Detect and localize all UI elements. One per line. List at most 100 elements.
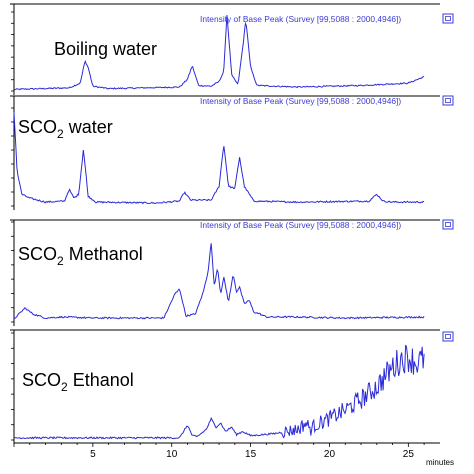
- data-point: [195, 313, 196, 314]
- data-point: [253, 201, 254, 202]
- data-point: [329, 418, 330, 419]
- data-point: [45, 317, 46, 318]
- data-point: [179, 86, 180, 87]
- panel-3: Intensity of Base Peak (Survey [99,5088 …: [10, 219, 454, 326]
- panel-label-main: SCO: [18, 117, 57, 137]
- panel-label-tail: water: [64, 117, 113, 137]
- data-point: [408, 83, 409, 84]
- data-point: [233, 273, 234, 274]
- data-point: [13, 437, 14, 438]
- trace-line: [13, 344, 425, 440]
- panel-label-main: SCO: [22, 370, 61, 390]
- x-axis-unit: minutes: [426, 458, 454, 467]
- panel-2: Intensity of Base Peak (Survey [99,5088 …: [10, 95, 454, 210]
- data-point: [239, 156, 240, 157]
- data-point: [253, 311, 254, 312]
- data-point: [226, 13, 227, 14]
- data-point: [266, 316, 267, 317]
- data-point: [424, 316, 425, 317]
- data-point: [187, 79, 188, 80]
- panel-label-main: Boiling water: [54, 39, 157, 59]
- data-point: [297, 316, 298, 317]
- data-point: [239, 286, 240, 287]
- data-point: [408, 356, 409, 357]
- data-point: [95, 202, 96, 203]
- panel-label-tail: Methanol: [64, 244, 143, 264]
- data-point: [219, 186, 220, 187]
- panel-header: Intensity of Base Peak (Survey [99,5088 …: [200, 14, 401, 24]
- panel-4: SCO2 Ethanol: [10, 329, 454, 444]
- data-point: [248, 299, 249, 300]
- data-point: [88, 67, 89, 68]
- data-point: [192, 65, 193, 66]
- data-point: [185, 315, 186, 316]
- data-point: [400, 359, 401, 360]
- data-point: [190, 200, 191, 201]
- data-point: [13, 112, 14, 113]
- data-point: [223, 144, 224, 145]
- panel-label: Boiling water: [54, 39, 157, 59]
- trace-line: [13, 112, 425, 205]
- data-point: [223, 71, 224, 72]
- data-point: [260, 313, 261, 314]
- data-point: [236, 291, 237, 292]
- data-point: [360, 399, 361, 400]
- data-point: [220, 293, 221, 294]
- data-point: [244, 303, 245, 304]
- data-point: [424, 76, 425, 77]
- data-point: [155, 203, 156, 204]
- panel-header: Intensity of Base Peak (Survey [99,5088 …: [200, 220, 401, 230]
- data-point: [13, 89, 14, 90]
- trace-line: [13, 15, 425, 91]
- data-point: [237, 84, 238, 85]
- data-point: [274, 433, 275, 434]
- expand-icon[interactable]: [442, 331, 454, 342]
- data-point: [250, 435, 251, 436]
- expand-icon[interactable]: [442, 95, 454, 106]
- data-point: [179, 288, 180, 289]
- data-point: [198, 85, 199, 86]
- x-tick-label: 10: [166, 449, 178, 460]
- x-tick-label: 25: [403, 449, 415, 460]
- data-point: [242, 47, 243, 48]
- data-point: [424, 202, 425, 203]
- panel-label: SCO2 water: [18, 117, 113, 141]
- data-point: [392, 202, 393, 203]
- data-point: [179, 201, 180, 202]
- expand-icon[interactable]: [442, 13, 454, 24]
- data-point: [179, 437, 180, 438]
- panel-label-main: SCO: [18, 244, 57, 264]
- data-point: [17, 171, 18, 172]
- data-point: [392, 367, 393, 368]
- data-point: [203, 291, 204, 292]
- data-point: [368, 201, 369, 202]
- data-point: [84, 60, 85, 61]
- data-point: [217, 266, 218, 267]
- data-point: [61, 316, 62, 317]
- data-point: [305, 422, 306, 423]
- data-point: [211, 200, 212, 201]
- data-point: [242, 431, 243, 432]
- data-point: [250, 67, 251, 68]
- data-point: [24, 307, 25, 308]
- expand-icon[interactable]: [442, 219, 454, 230]
- data-point: [92, 86, 93, 87]
- data-point: [80, 83, 81, 84]
- panel-label-tail: Ethanol: [68, 370, 134, 390]
- data-point: [211, 241, 212, 242]
- data-point: [207, 271, 208, 272]
- data-point: [297, 429, 298, 430]
- data-point: [108, 88, 109, 89]
- data-point: [83, 149, 84, 150]
- data-point: [345, 409, 346, 410]
- data-point: [345, 317, 346, 318]
- data-point: [163, 317, 164, 318]
- data-point: [376, 386, 377, 387]
- panel-label: SCO2 Methanol: [18, 244, 143, 268]
- data-point: [78, 194, 79, 195]
- x-tick-label: 15: [245, 449, 257, 460]
- data-point: [187, 424, 188, 425]
- panel-label-subscript: 2: [61, 380, 68, 394]
- panel-1: Intensity of Base Peak (Survey [99,5088 …: [10, 3, 454, 95]
